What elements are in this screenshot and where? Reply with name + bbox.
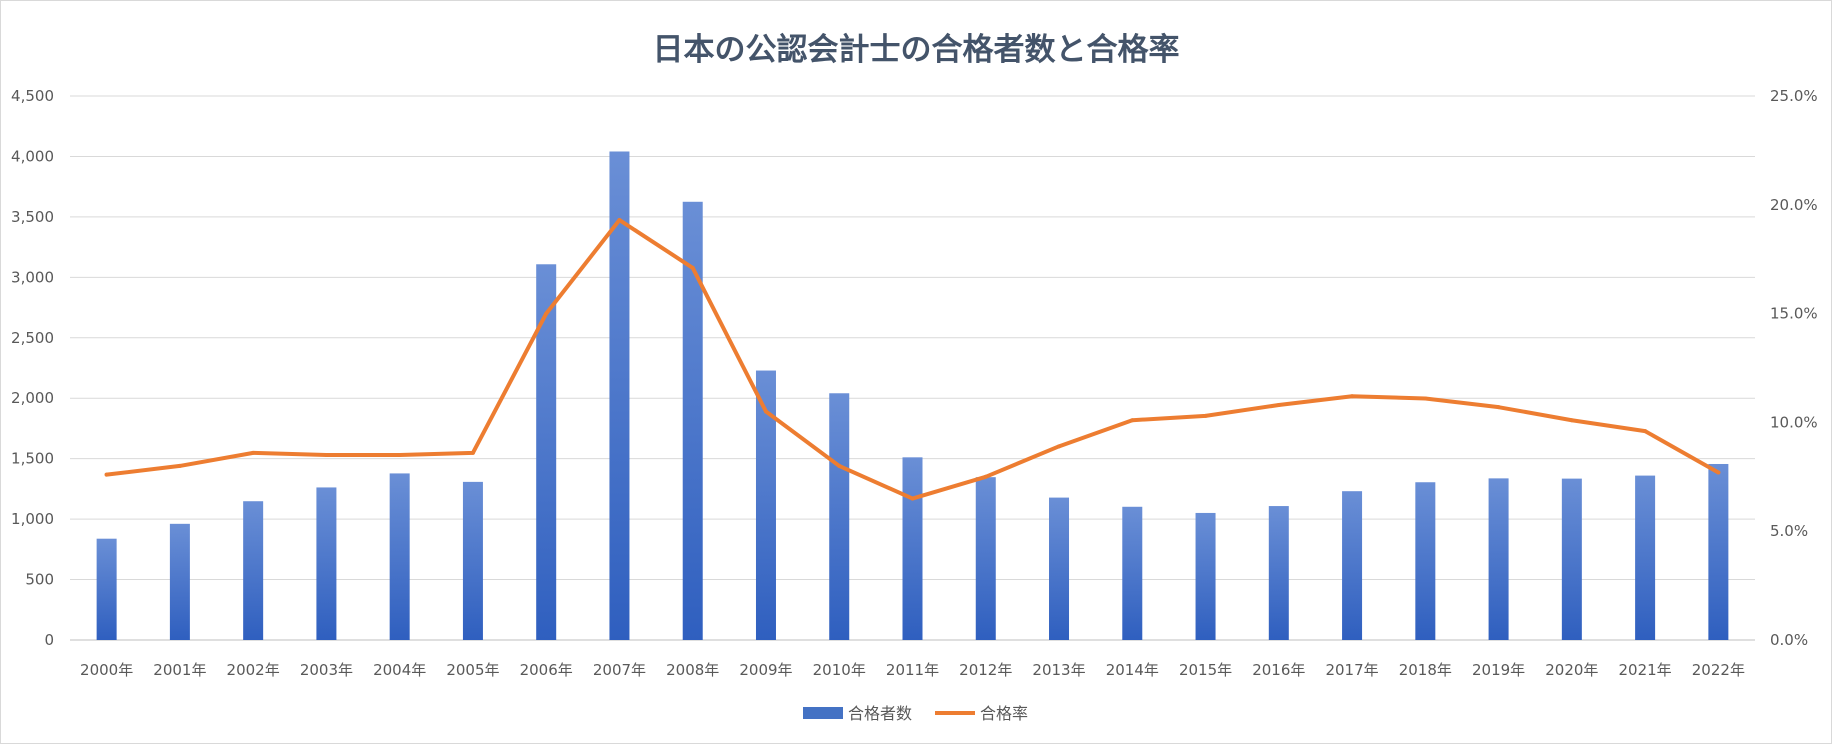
bar-2016年 [1268,506,1289,640]
pass-rate-point-2005年 [470,450,475,455]
pass-rate-point-2014年 [1130,418,1135,423]
pass-rate-point-2003年 [324,453,329,458]
pass-rate-point-2015年 [1203,413,1208,418]
chart-title: 日本の公認会計士の合格者数と合格率 [652,32,1180,68]
pass-rate-point-2017年 [1350,394,1355,399]
bar-2002年 [243,501,264,640]
pass-rate-point-2002年 [251,450,256,455]
bar-2014年 [1122,506,1143,640]
legend: 合格者数 合格率 [803,704,1028,723]
bar-2006年 [536,264,557,640]
legend-label-line: 合格率 [980,704,1028,723]
x-axis-tick-label: 2022年 [1692,661,1745,679]
bar-2000年 [96,538,117,640]
pass-rate-point-2018年 [1423,396,1428,401]
pass-rate-point-2009年 [763,409,768,414]
left-axis-tick-label: 3,500 [11,208,54,226]
pass-rate-point-2019年 [1496,405,1501,410]
right-axis-tick-label: 5.0% [1770,522,1808,540]
x-axis-tick-label: 2017年 [1325,661,1378,679]
x-axis-tick-label: 2011年 [886,661,939,679]
bar-2022年 [1708,463,1729,640]
x-axis-tick-label: 2018年 [1399,661,1452,679]
bar-2020年 [1561,478,1582,640]
right-axis-ticks: 0.0% 5.0% 10.0% 15.0% 20.0% 25.0% [1770,87,1818,649]
pass-rate-point-2011年 [910,496,915,501]
bar-2012年 [975,477,996,640]
x-axis-tick-label: 2015年 [1179,661,1232,679]
x-axis-tick-label: 2020年 [1545,661,1598,679]
x-axis-tick-label: 2021年 [1619,661,1672,679]
bar-2011年 [902,457,923,640]
legend-label-bar: 合格者数 [848,704,912,723]
pass-rate-point-2013年 [1057,444,1062,449]
x-axis-tick-label: 2002年 [227,661,280,679]
right-axis-tick-label: 15.0% [1770,305,1818,323]
x-axis-tick-label: 2004年 [373,661,426,679]
left-axis-tick-label: 4,500 [11,87,54,105]
x-axis-ticks: 2000年 2001年 2002年 2003年 2004年 2005年 2006年 2007年… [80,661,1745,679]
x-axis-tick-label: 2019年 [1472,661,1525,679]
left-axis-tick-label: 3,000 [11,268,54,286]
pass-rate-point-2016年 [1276,402,1281,407]
left-axis-tick-label: 2,000 [11,389,54,407]
bar-2005年 [462,481,483,640]
line-series [104,218,1721,501]
legend-swatch-bar [803,707,843,719]
bar-series [96,151,1729,640]
bar-2003年 [316,487,337,640]
left-axis-tick-label: 1,000 [11,510,54,528]
bar-2019年 [1488,478,1509,640]
left-axis-tick-label: 500 [25,571,54,589]
pass-rate-point-2001年 [177,463,182,468]
x-axis-tick-label: 2001年 [153,661,206,679]
bar-2017年 [1342,491,1363,640]
pass-rate-point-2022年 [1716,470,1721,475]
right-axis-tick-label: 25.0% [1770,87,1818,105]
x-axis-tick-label: 2012年 [959,661,1012,679]
bar-2007年 [609,151,630,640]
pass-rate-point-2010年 [837,463,842,468]
x-axis-tick-label: 2008年 [666,661,719,679]
x-axis-tick-label: 2010年 [813,661,866,679]
bar-2008年 [682,201,703,640]
pass-rate-point-2000年 [104,472,109,477]
pass-rate-point-2006年 [544,311,549,316]
x-axis-tick-label: 2013年 [1032,661,1085,679]
x-axis-tick-label: 2014年 [1106,661,1159,679]
x-axis-tick-label: 2005年 [446,661,499,679]
pass-rate-point-2007年 [617,218,622,223]
x-axis-tick-label: 2009年 [739,661,792,679]
x-axis-tick-label: 2003年 [300,661,353,679]
left-axis-ticks: 0 500 1,000 1,500 2,000 2,500 3,000 3,500 4,000 4… [11,87,54,649]
pass-rate-line [104,218,1721,501]
bar-2018年 [1415,482,1436,640]
pass-rate-point-2021年 [1643,429,1648,434]
left-axis-tick-label: 2,500 [11,329,54,347]
bar-2021年 [1635,475,1656,640]
x-axis-tick-label: 2007年 [593,661,646,679]
pass-rate-point-2012年 [983,474,988,479]
left-axis-tick-label: 1,500 [11,450,54,468]
x-axis-tick-label: 2016年 [1252,661,1305,679]
pass-rate-point-2020年 [1569,418,1574,423]
bar-2013年 [1049,497,1070,640]
bar-2004年 [389,473,410,640]
left-axis-tick-label: 4,000 [11,147,54,165]
right-axis-tick-label: 10.0% [1770,413,1818,431]
right-axis-tick-label: 20.0% [1770,196,1818,214]
left-axis-tick-label: 0 [44,631,54,649]
bar-2009年 [755,370,776,640]
x-axis-tick-label: 2000年 [80,661,133,679]
x-axis-tick-label: 2006年 [520,661,573,679]
bar-2015年 [1195,512,1216,640]
pass-rate-point-2004年 [397,453,402,458]
bar-2001年 [169,523,190,640]
right-axis-tick-label: 0.0% [1770,631,1808,649]
pass-rate-point-2008年 [690,265,695,270]
bar-2010年 [829,393,850,640]
